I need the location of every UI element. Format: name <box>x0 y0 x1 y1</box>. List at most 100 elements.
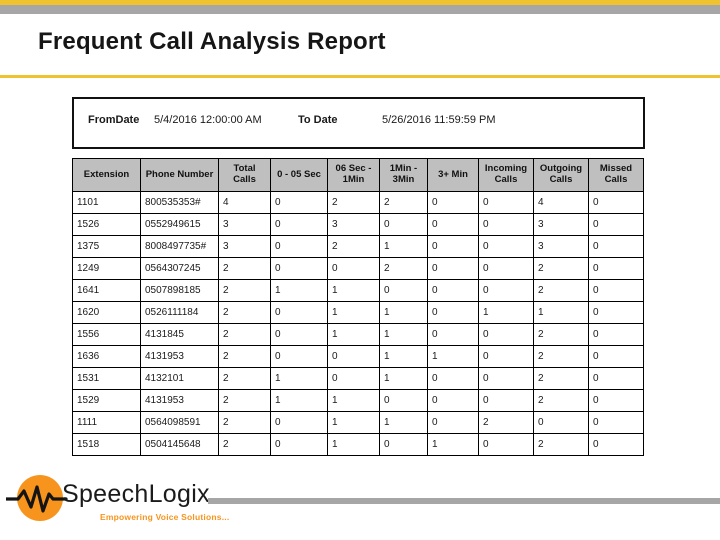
column-header: 06 Sec - 1Min <box>327 158 380 192</box>
table-cell: 2 <box>533 389 589 412</box>
table-row: 1529 4131953 2 1 1 0 0 0 2 0 <box>72 389 644 412</box>
table-cell: 1 <box>379 345 428 368</box>
table-cell: 2 <box>379 191 428 214</box>
table-cell: 0 <box>588 257 644 280</box>
title-underline <box>0 75 720 78</box>
table-row: 1556 4131845 2 0 1 1 0 0 2 0 <box>72 323 644 346</box>
table-cell: 3 <box>218 213 271 236</box>
table-cell: 1 <box>379 367 428 390</box>
table-cell: 0 <box>588 213 644 236</box>
table-cell: 1 <box>427 345 479 368</box>
table-cell: 2 <box>218 367 271 390</box>
table-cell: 1556 <box>72 323 141 346</box>
table-cell: 1 <box>327 323 380 346</box>
table-cell: 0504145648 <box>140 433 219 456</box>
table-cell: 4132101 <box>140 367 219 390</box>
table-cell: 0 <box>588 301 644 324</box>
table-cell: 4131953 <box>140 389 219 412</box>
to-date-value: 5/26/2016 11:59:59 PM <box>382 114 496 126</box>
table-cell: 1636 <box>72 345 141 368</box>
table-cell: 0 <box>478 433 534 456</box>
table-cell: 4 <box>533 191 589 214</box>
table-cell: 2 <box>218 389 271 412</box>
table-cell: 1531 <box>72 367 141 390</box>
table-cell: 0 <box>588 345 644 368</box>
table-cell: 1375 <box>72 235 141 258</box>
table-cell: 0 <box>270 213 328 236</box>
table-cell: 1111 <box>72 411 141 434</box>
column-header: Extension <box>72 158 141 192</box>
table-cell: 1 <box>327 301 380 324</box>
call-analysis-table: Extension Phone Number Total Calls 0 - 05 S… <box>72 158 644 456</box>
table-cell: 0507898185 <box>140 279 219 302</box>
table-cell: 2 <box>478 411 534 434</box>
table-cell: 2 <box>533 345 589 368</box>
table-cell: 2 <box>533 257 589 280</box>
table-cell: 1 <box>327 279 380 302</box>
table-cell: 1 <box>270 367 328 390</box>
table-cell: 0 <box>588 433 644 456</box>
speechlogix-logo: SpeechLogix Empowering Voice Solutions..… <box>0 468 250 538</box>
table-cell: 0 <box>270 345 328 368</box>
table-cell: 0 <box>588 323 644 346</box>
table-cell: 0 <box>588 367 644 390</box>
table-cell: 1 <box>379 235 428 258</box>
table-row: 1641 0507898185 2 1 1 0 0 0 2 0 <box>72 279 644 302</box>
table-cell: 2 <box>218 323 271 346</box>
table-cell: 2 <box>327 191 380 214</box>
table-cell: 0 <box>379 389 428 412</box>
table-cell: 0 <box>478 389 534 412</box>
table-cell: 0 <box>427 279 479 302</box>
table-cell: 4 <box>218 191 271 214</box>
table-cell: 0 <box>427 257 479 280</box>
table-cell: 0564307245 <box>140 257 219 280</box>
logo-wordmark: SpeechLogix <box>62 480 210 508</box>
column-header: Total Calls <box>218 158 271 192</box>
table-cell: 1 <box>533 301 589 324</box>
column-header: 3+ Min <box>427 158 479 192</box>
table-row: 1636 4131953 2 0 0 1 1 0 2 0 <box>72 345 644 368</box>
table-cell: 0 <box>379 433 428 456</box>
table-cell: 1 <box>427 433 479 456</box>
table-cell: 0 <box>478 191 534 214</box>
table-cell: 8008497735# <box>140 235 219 258</box>
page-title: Frequent Call Analysis Report <box>38 28 386 55</box>
from-date-label: FromDate <box>88 114 140 126</box>
table-row: 1518 0504145648 2 0 1 0 1 0 2 0 <box>72 433 644 456</box>
table-cell: 1620 <box>72 301 141 324</box>
column-header: 1Min - 3Min <box>379 158 428 192</box>
table-cell: 1518 <box>72 433 141 456</box>
table-cell: 3 <box>218 235 271 258</box>
table-cell: 0 <box>270 411 328 434</box>
table-cell: 0 <box>478 213 534 236</box>
table-cell: 0 <box>427 235 479 258</box>
table-cell: 0 <box>427 191 479 214</box>
table-cell: 1529 <box>72 389 141 412</box>
column-header: Outgoing Calls <box>533 158 589 192</box>
table-cell: 0 <box>533 411 589 434</box>
table-cell: 1 <box>478 301 534 324</box>
table-cell: 1 <box>379 411 428 434</box>
table-cell: 0 <box>270 433 328 456</box>
table-row: 1526 0552949615 3 0 3 0 0 0 3 0 <box>72 213 644 236</box>
from-date-value: 5/4/2016 12:00:00 AM <box>154 114 262 126</box>
table-cell: 3 <box>533 235 589 258</box>
table-cell: 1 <box>327 389 380 412</box>
table-cell: 0 <box>427 367 479 390</box>
table-cell: 2 <box>533 367 589 390</box>
table-row: 1101 800535353# 4 0 2 2 0 0 4 0 <box>72 191 644 214</box>
table-cell: 0 <box>478 257 534 280</box>
table-cell: 2 <box>533 433 589 456</box>
table-cell: 2 <box>218 433 271 456</box>
top-gray-bar <box>0 5 720 14</box>
table-cell: 0552949615 <box>140 213 219 236</box>
table-row: 1375 8008497735# 3 0 2 1 0 0 3 0 <box>72 235 644 258</box>
table-cell: 0 <box>588 279 644 302</box>
table-cell: 0 <box>270 257 328 280</box>
table-cell: 1 <box>327 433 380 456</box>
column-header: Missed Calls <box>588 158 644 192</box>
table-cell: 4131953 <box>140 345 219 368</box>
table-cell: 0 <box>478 323 534 346</box>
top-accent-bar <box>0 0 720 5</box>
